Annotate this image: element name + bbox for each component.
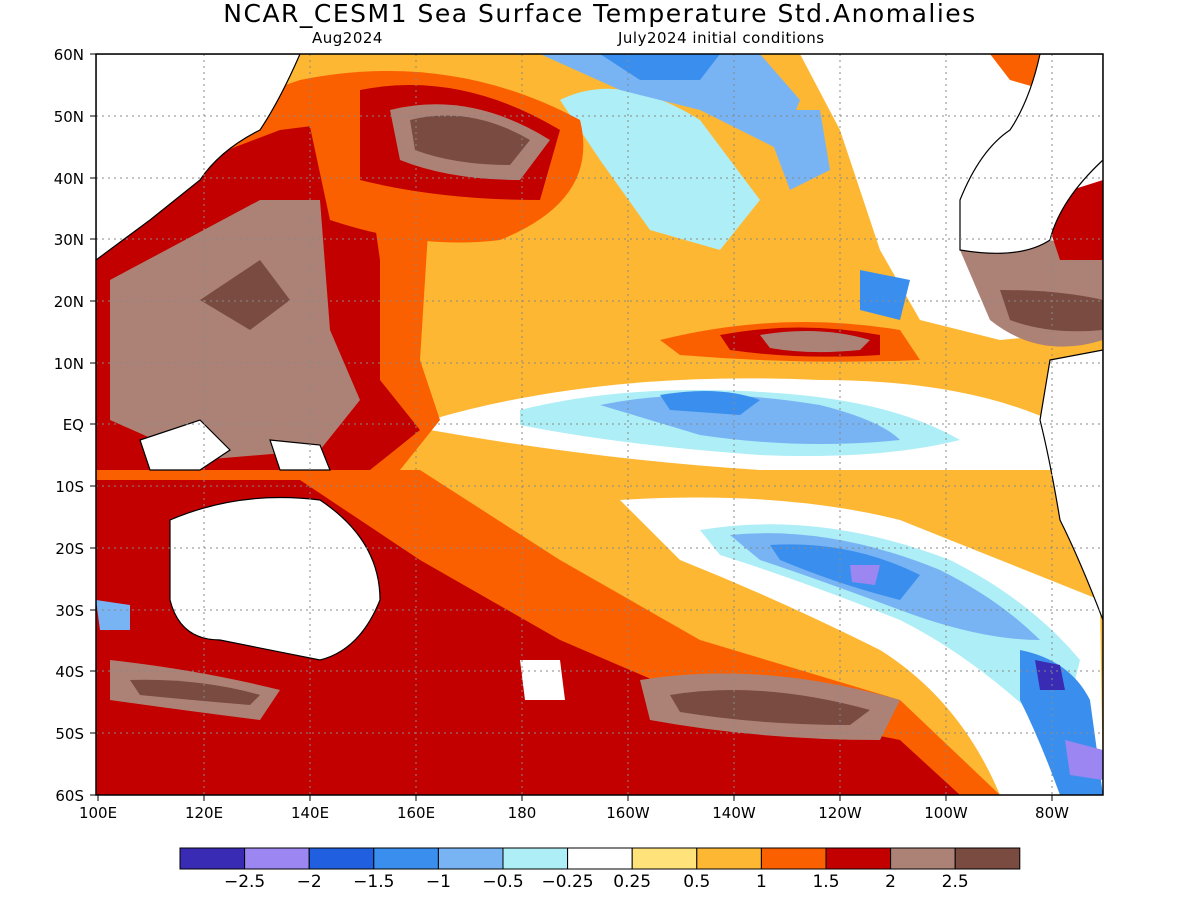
colorbar-label: −1.5 bbox=[353, 872, 395, 892]
colorbar-label: −2.5 bbox=[223, 872, 266, 892]
lat-label: 20S bbox=[55, 540, 84, 558]
lon-label: 80W bbox=[1035, 804, 1069, 822]
axis-ticks bbox=[90, 53, 1053, 801]
colorbar-swatch bbox=[437, 847, 504, 870]
colorbar-label: 1.5 bbox=[812, 872, 840, 892]
colorbar-swatch bbox=[631, 847, 698, 870]
lat-label: 10N bbox=[54, 355, 84, 373]
lat-label: 60S bbox=[55, 787, 84, 805]
lat-label: 30S bbox=[55, 602, 84, 620]
lon-label: 160E bbox=[397, 804, 435, 822]
colorbar-swatch bbox=[825, 847, 892, 870]
lon-label: 160W bbox=[606, 804, 650, 822]
colorbar-label: −0.25 bbox=[541, 872, 594, 892]
lon-label: 100W bbox=[924, 804, 968, 822]
lat-label: 50N bbox=[54, 108, 84, 126]
colorbar-swatch bbox=[890, 847, 956, 870]
colorbar-label: 2.5 bbox=[941, 872, 969, 892]
valid-month-label: Aug2024 bbox=[312, 29, 383, 47]
lon-label: 100E bbox=[79, 804, 117, 822]
colorbar-label: −0.5 bbox=[482, 872, 524, 892]
colorbar-swatch bbox=[244, 847, 310, 870]
colorbar-swatch bbox=[954, 847, 1021, 870]
lon-label: 120W bbox=[818, 804, 862, 822]
colorbar-swatch bbox=[696, 847, 762, 870]
colorbar-swatch bbox=[373, 847, 439, 870]
colorbar-label: −1 bbox=[425, 872, 451, 892]
colorbar-swatch bbox=[502, 847, 569, 870]
lat-label: 30N bbox=[54, 231, 84, 249]
colorbar-swatch bbox=[760, 847, 827, 870]
lon-label: 140E bbox=[291, 804, 329, 822]
lat-label: 60N bbox=[54, 46, 84, 64]
longitude-labels: 100E 120E 140E 160E 180 160W 140W 120W 1… bbox=[79, 804, 1069, 822]
lat-label: 40S bbox=[55, 663, 84, 681]
lat-label: 40N bbox=[54, 170, 84, 188]
anomaly-field bbox=[96, 54, 1103, 795]
lat-label: 50S bbox=[55, 725, 84, 743]
colorbar bbox=[179, 847, 1021, 870]
lon-label: 140W bbox=[712, 804, 756, 822]
colorbar-swatch bbox=[308, 847, 375, 870]
latitude-labels: 60N 50N 40N 30N 20N 10N EQ 10S 20S 30S 4… bbox=[54, 46, 84, 805]
map-title: NCAR_CESM1 Sea Surface Temperature Std.A… bbox=[223, 0, 977, 28]
lat-label: 20N bbox=[54, 293, 84, 311]
lat-label: EQ bbox=[63, 416, 84, 434]
init-conditions-label: July2024 initial conditions bbox=[618, 29, 825, 47]
colorbar-swatch bbox=[179, 847, 246, 870]
lon-label: 180 bbox=[508, 804, 537, 822]
colorbar-label: 0.25 bbox=[613, 872, 652, 892]
colorbar-label: 2 bbox=[885, 872, 896, 892]
lat-label: 10S bbox=[55, 478, 84, 496]
lon-label: 120E bbox=[185, 804, 223, 822]
colorbar-label: −2 bbox=[296, 872, 322, 892]
colorbar-label: 1 bbox=[755, 872, 767, 892]
colorbar-label: 0.5 bbox=[683, 872, 711, 892]
colorbar-swatch bbox=[567, 847, 633, 870]
